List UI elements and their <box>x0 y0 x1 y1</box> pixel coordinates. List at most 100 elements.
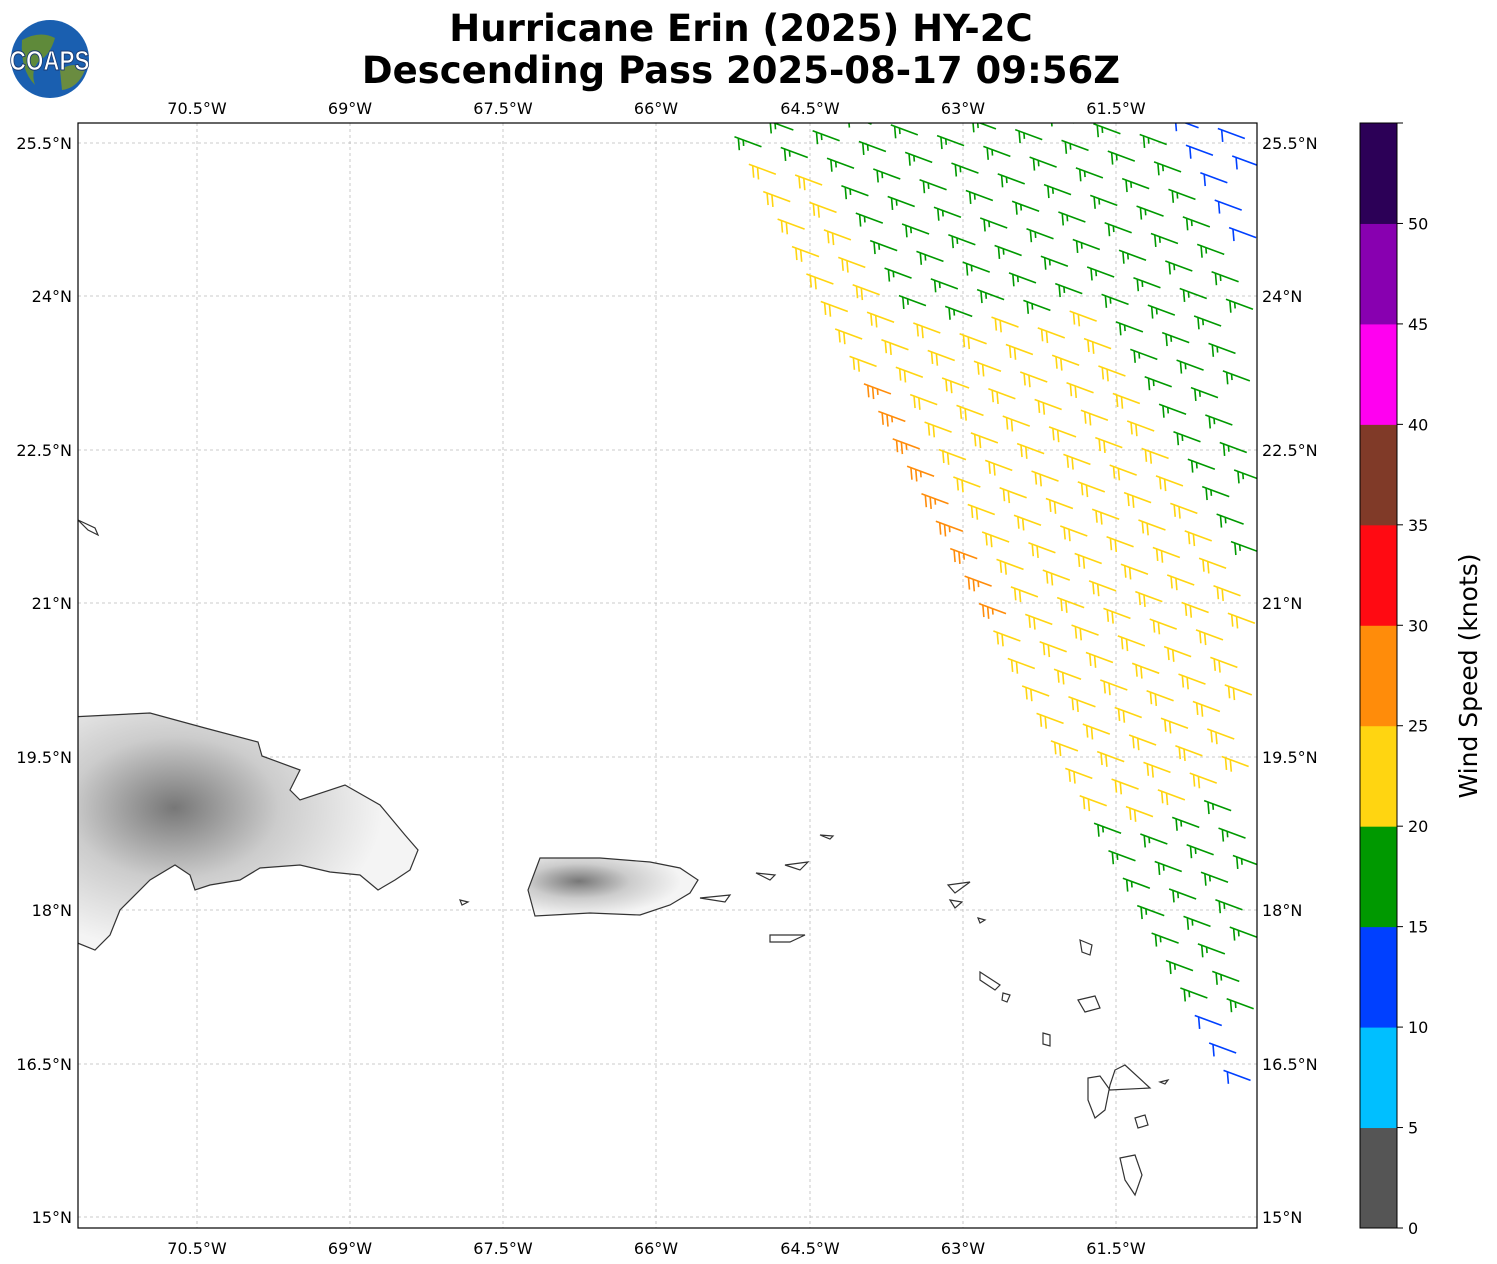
wind-barb <box>1093 123 1121 138</box>
barb-half-flag <box>1240 858 1243 865</box>
wind-barb <box>812 130 840 145</box>
barb-flag <box>932 425 936 438</box>
barb-flag <box>1181 675 1185 688</box>
wind-barb <box>1203 799 1232 815</box>
wind-barb <box>869 239 898 255</box>
barb-flag <box>852 357 856 370</box>
barb-flag <box>1206 561 1210 574</box>
barb-flag <box>1061 213 1065 226</box>
barb-flag <box>1088 653 1092 667</box>
barb-flag <box>812 203 816 216</box>
barb-half-flag <box>1212 803 1215 810</box>
wind-barb <box>964 575 992 592</box>
wind-barb <box>1158 403 1187 418</box>
wind-barb <box>1028 541 1056 558</box>
wind-barb <box>1173 430 1201 446</box>
wind-barb <box>794 174 823 191</box>
barb-flag <box>1120 637 1124 650</box>
barb-flag <box>1183 748 1186 761</box>
colorbar-bin <box>1360 625 1397 727</box>
barb-flag <box>1234 542 1237 556</box>
barb-flag <box>929 496 932 510</box>
barb-flag <box>1129 807 1132 821</box>
barb-flag <box>1087 798 1091 812</box>
barb-flag <box>1109 538 1113 551</box>
lon-tick-label-top: 69°W <box>328 99 372 118</box>
barb-flag <box>1132 736 1135 749</box>
gridlines <box>78 123 1257 1228</box>
wind-barb <box>1149 618 1177 635</box>
barb-flag <box>1147 378 1151 391</box>
wind-barb <box>1195 629 1224 646</box>
barb-flag <box>1058 285 1061 298</box>
barb-flag <box>1042 643 1046 656</box>
wind-barb <box>1104 222 1132 237</box>
wind-barb <box>1214 199 1242 214</box>
barb-half-flag <box>970 265 973 272</box>
wind-barb <box>997 173 1026 188</box>
barb-flag <box>886 414 889 427</box>
barb-flag <box>1080 483 1084 496</box>
wind-barb <box>1072 238 1101 254</box>
barb-flag <box>1025 446 1028 459</box>
lat-tick-label-left: 21°N <box>32 594 72 613</box>
barb-flag <box>1140 666 1143 679</box>
wind-barb <box>1150 232 1179 248</box>
barb-flag <box>1146 523 1149 536</box>
barb-flag <box>964 408 967 421</box>
wind-barb <box>972 123 997 133</box>
wind-barb <box>1037 327 1066 344</box>
barb-flag <box>1130 422 1133 435</box>
wind-barb <box>1016 442 1045 459</box>
barb-flag <box>1192 533 1196 547</box>
wind-barb <box>927 349 955 366</box>
barb-flag <box>1173 504 1176 517</box>
barb-flag <box>1048 499 1052 513</box>
wind-barb <box>1130 348 1158 363</box>
barb-flag <box>844 187 848 200</box>
barb-flag <box>1039 474 1042 487</box>
barb-flag <box>1098 439 1101 452</box>
barb-shaft <box>772 123 794 131</box>
wind-barb <box>1071 624 1099 641</box>
wind-barb <box>858 140 887 156</box>
barb-flag <box>843 332 846 345</box>
barb-half-flag <box>1152 379 1155 387</box>
colorbar-bin <box>1360 826 1397 928</box>
barb-flag <box>927 423 931 436</box>
barb-flag <box>893 126 897 139</box>
barb-flag <box>1032 158 1036 171</box>
wind-barb <box>1226 998 1254 1013</box>
barb-flag <box>1150 306 1154 319</box>
wind-barb <box>1039 641 1067 658</box>
barb-flag <box>1026 301 1030 314</box>
wind-barb <box>962 261 990 276</box>
barb-half-flag <box>729 113 730 119</box>
barb-flag <box>967 336 971 350</box>
barb-flag <box>943 524 947 537</box>
barb-flag <box>924 495 928 508</box>
barb-flag <box>1210 730 1213 743</box>
barb-half-flag <box>934 498 937 505</box>
barb-flag <box>1018 131 1021 144</box>
barb-half-flag <box>1126 253 1130 260</box>
barb-flag <box>1101 367 1105 380</box>
barb-half-flag <box>1170 335 1173 342</box>
barb-half-flag <box>1101 126 1104 133</box>
barb-flag <box>1117 468 1121 481</box>
barb-flag <box>1155 548 1159 562</box>
barb-flag <box>817 205 820 218</box>
barb-flag <box>860 287 864 301</box>
barb-shaft <box>1071 123 1075 124</box>
wind-barb <box>898 294 927 310</box>
barb-flag <box>823 302 827 316</box>
barb-half-flag <box>1141 280 1144 288</box>
barb-flag <box>1078 169 1082 182</box>
barb-flag <box>1217 201 1221 214</box>
barb-flag <box>1146 763 1150 776</box>
barb-flag <box>973 434 977 447</box>
barb-half-flag <box>1116 853 1119 861</box>
wind-barb <box>984 459 1013 476</box>
wind-barb <box>1008 272 1037 287</box>
barb-half-flag <box>1031 303 1034 310</box>
